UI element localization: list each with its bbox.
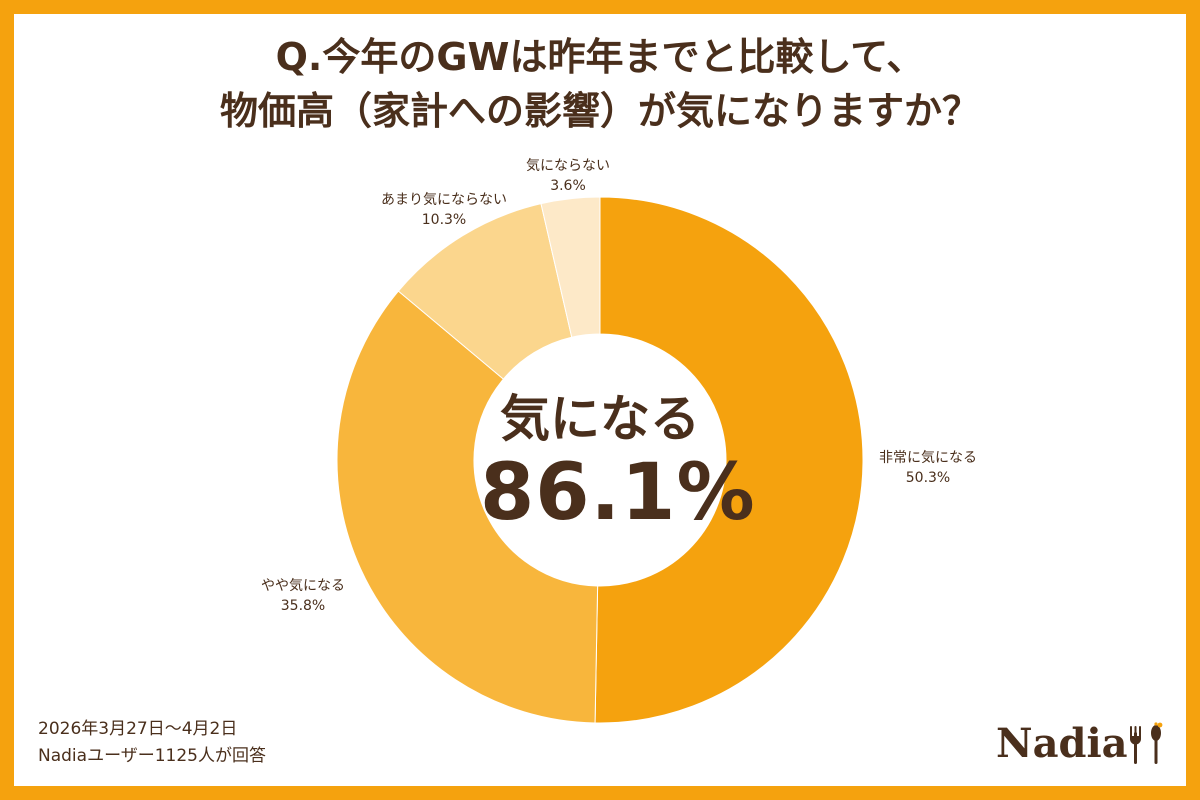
- logo-text: Nadia: [996, 720, 1128, 767]
- center-value: 86.1%: [480, 448, 756, 538]
- survey-footnote: 2026年3月27日〜4月2日 Nadiaユーザー1125人が回答: [38, 716, 266, 770]
- brand-logo: Nadia: [996, 722, 1168, 766]
- slice-label-text: やや気になる: [261, 578, 345, 594]
- slice-label-text: あまり気にならない: [381, 192, 507, 208]
- slice-somewhat-concerned: [336, 290, 599, 724]
- slice-label-not-concerned: 気にならない 3.6%: [526, 156, 610, 196]
- slice-label-not-very-concerned: あまり気にならない 10.3%: [381, 190, 507, 230]
- title-line-2: 物価高（家計への影響）が気になりますか？: [219, 89, 980, 133]
- slice-label-value: 10.3%: [421, 212, 467, 228]
- slice-label-somewhat-concerned: やや気になる 35.8%: [261, 576, 345, 616]
- slice-label-value: 50.3%: [905, 470, 951, 486]
- slice-not-concerned: [540, 196, 601, 338]
- survey-date: 2026年3月27日〜4月2日: [38, 719, 238, 739]
- slice-label-value: 3.6%: [550, 178, 586, 194]
- center-label: 気になる: [500, 390, 700, 448]
- chart-title: Q.今年のGWは昨年までと比較して、 物価高（家計への影響）が気になりますか？: [0, 30, 1200, 138]
- slice-very-concerned: [594, 196, 864, 724]
- donut-center-summary: 気になる 86.1%: [480, 388, 756, 538]
- slice-label-text: 非常に気になる: [879, 450, 977, 466]
- slice-label-text: 気にならない: [526, 158, 610, 174]
- title-line-1: Q.今年のGWは昨年までと比較して、: [275, 35, 925, 79]
- slice-label-value: 35.8%: [280, 598, 326, 614]
- survey-respondents: Nadiaユーザー1125人が回答: [38, 746, 266, 766]
- slice-label-very-concerned: 非常に気になる 50.3%: [879, 448, 977, 488]
- utensils-icon: [1129, 722, 1162, 764]
